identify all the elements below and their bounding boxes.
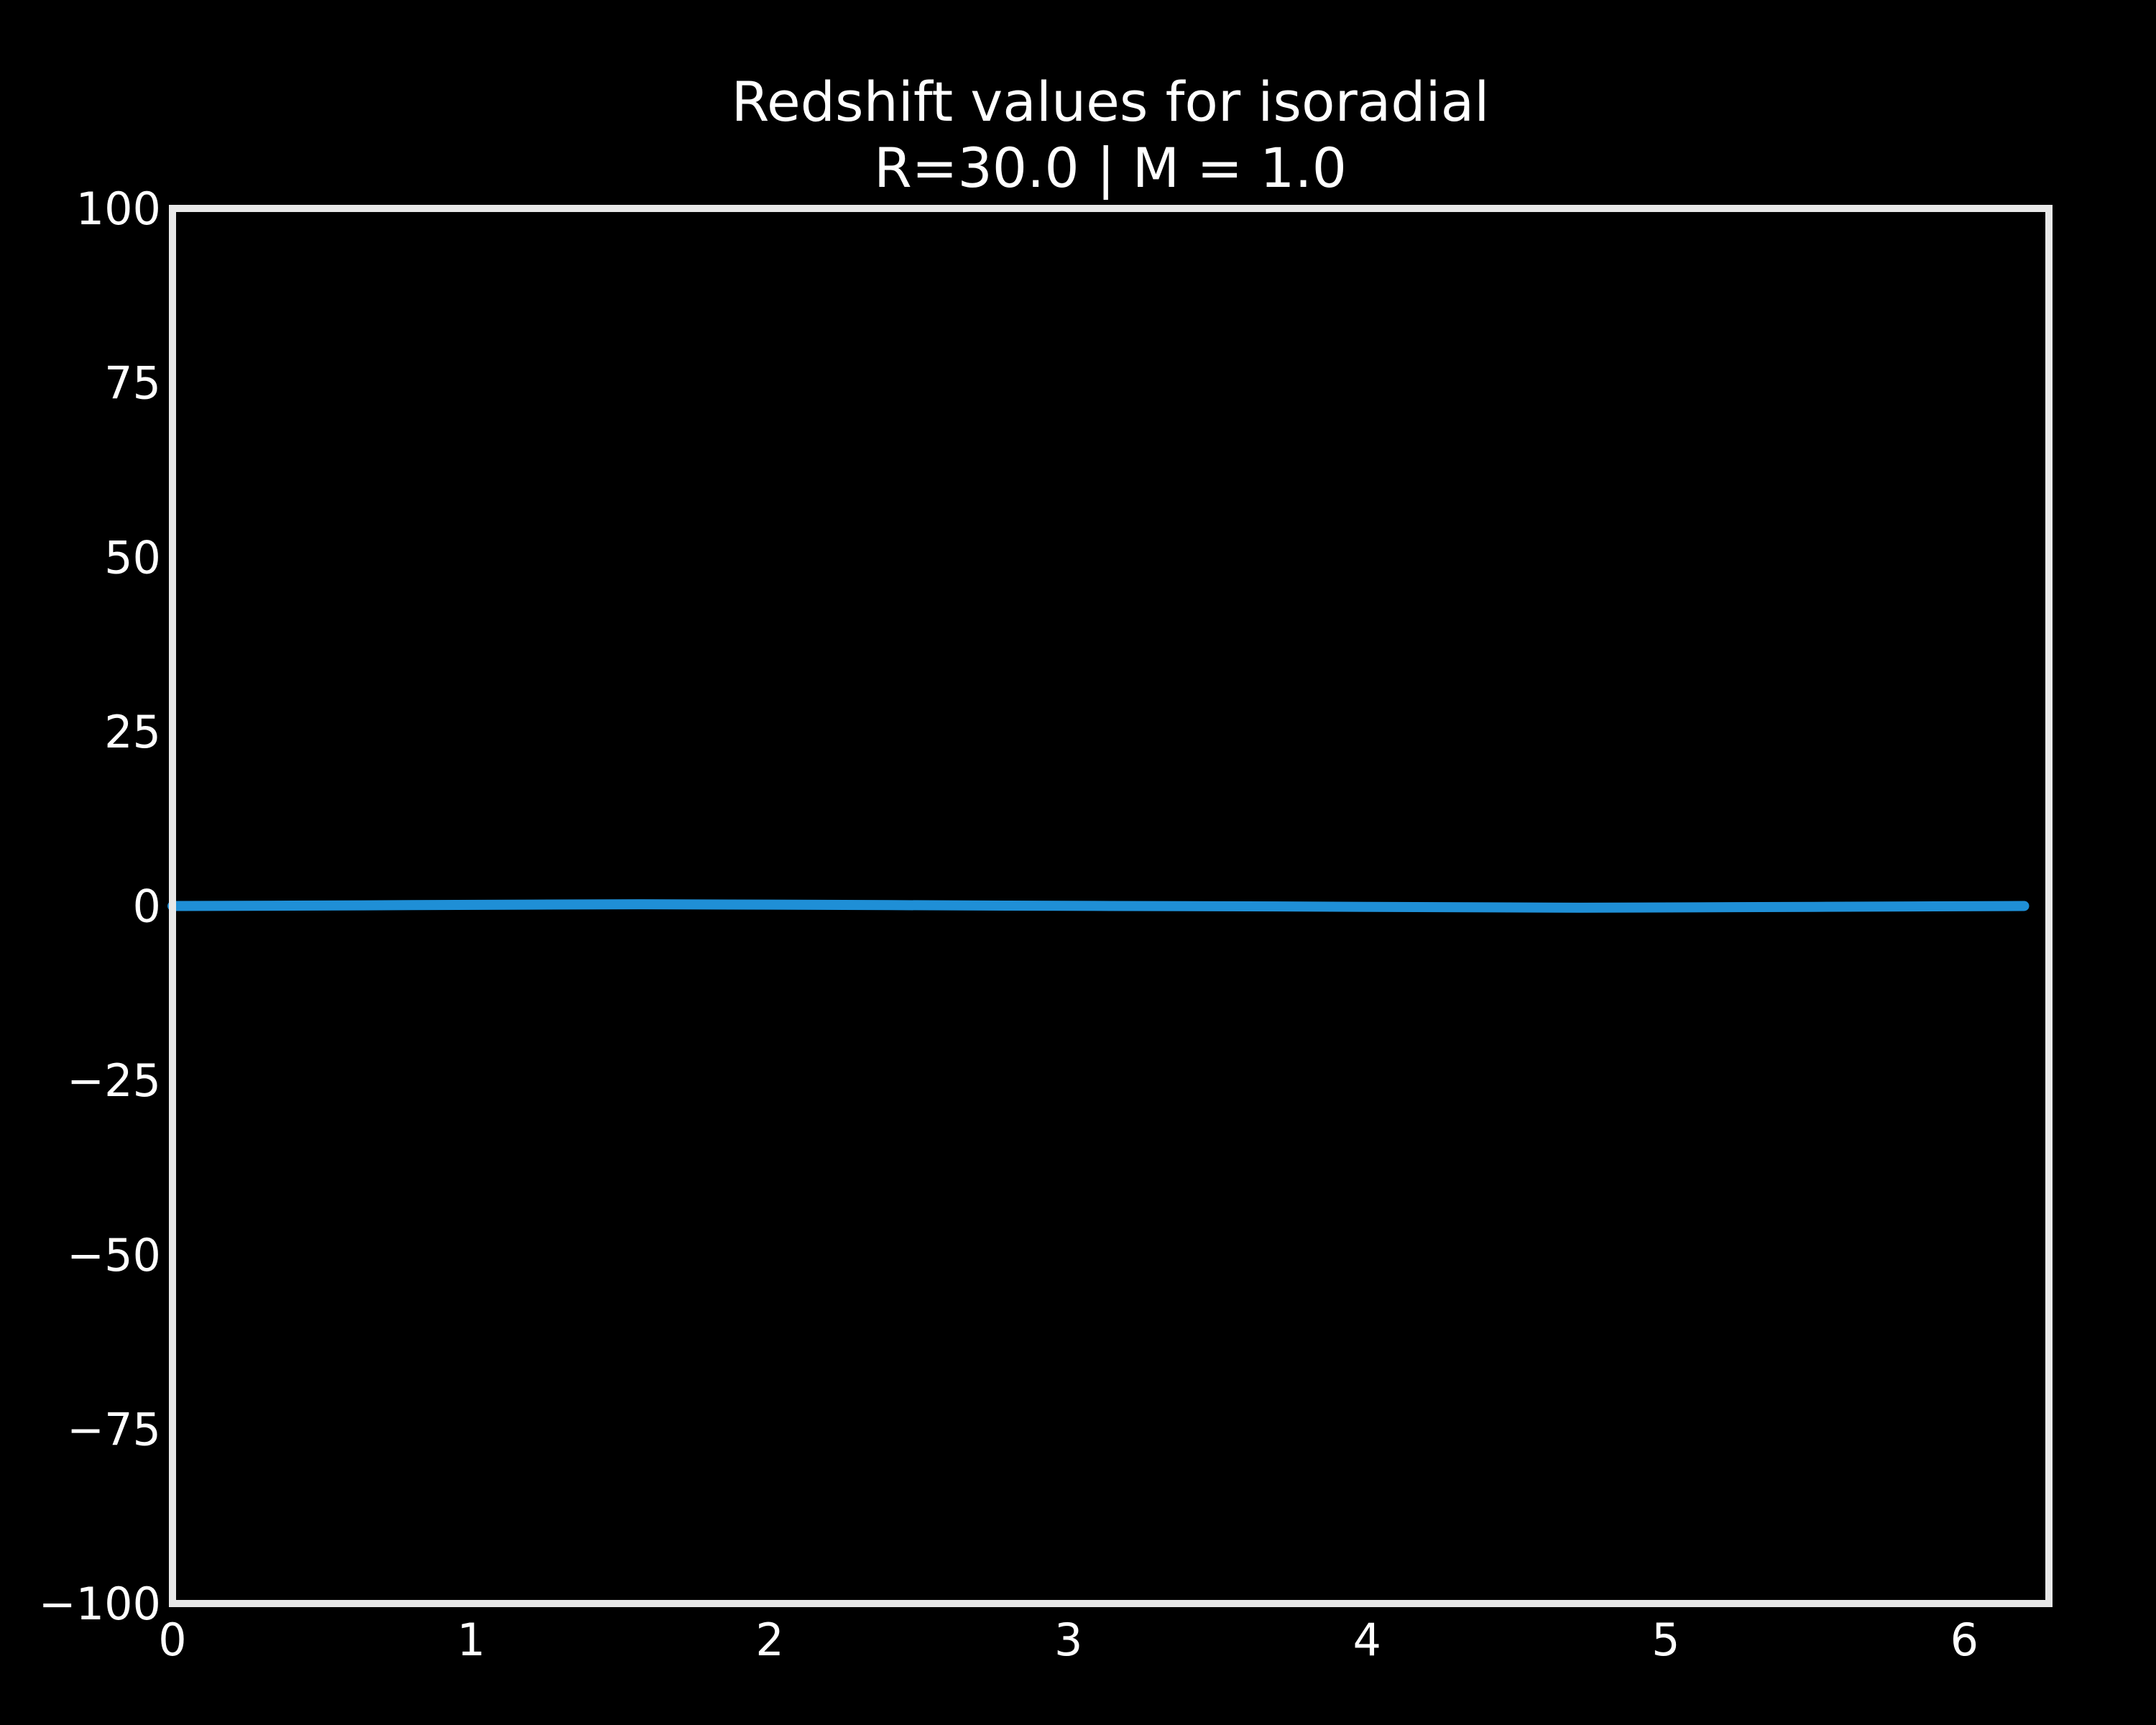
x-tick-label: 2 [755, 1614, 783, 1666]
y-tick-label: 0 [133, 880, 161, 933]
x-tick-label: 3 [1054, 1614, 1082, 1666]
series-line-0 [167, 899, 2030, 913]
y-axis-ticks: 100 75 50 25 0 −25 −50 −75 −100 [39, 183, 161, 1630]
x-tick-label: 5 [1651, 1614, 1680, 1666]
x-axis-ticks: 0 1 2 3 4 5 6 [158, 1614, 1978, 1666]
chart-subtitle: R=30.0 | M = 1.0 [874, 136, 1347, 201]
x-tick-label: 4 [1353, 1614, 1381, 1666]
x-tick-label: 0 [158, 1614, 186, 1666]
y-tick-label: 100 [76, 183, 161, 235]
y-tick-label: −100 [39, 1578, 161, 1630]
y-tick-label: −25 [67, 1054, 161, 1107]
chart-title: Redshift values for isoradial [732, 70, 1490, 134]
plot-frame [169, 205, 2053, 1607]
y-tick-label: 75 [104, 357, 161, 410]
x-tick-label: 1 [457, 1614, 485, 1666]
y-tick-label: 25 [104, 706, 161, 758]
y-tick-label: −75 [67, 1403, 161, 1455]
x-tick-label: 6 [1950, 1614, 1978, 1666]
y-tick-label: −50 [67, 1229, 161, 1282]
series-layer [167, 899, 2030, 913]
y-tick-label: 50 [104, 531, 161, 584]
